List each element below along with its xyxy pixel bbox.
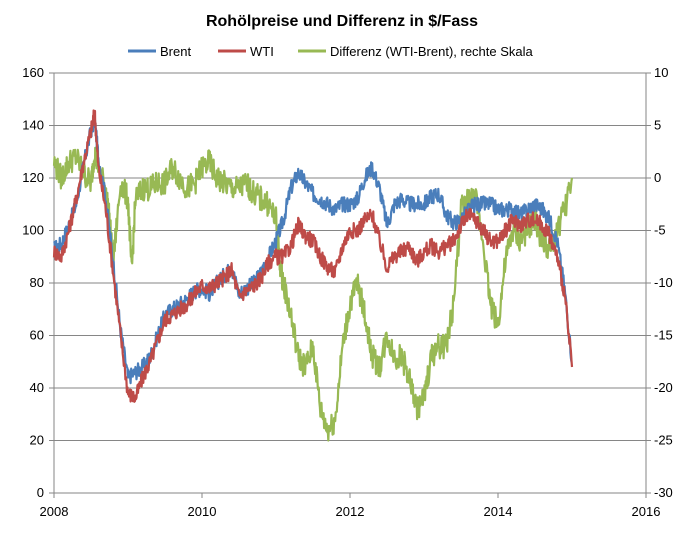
y2-tick-label: -30 xyxy=(654,485,673,500)
y-tick-label: 120 xyxy=(22,170,44,185)
y2-tick-label: -25 xyxy=(654,433,673,448)
y-tick-label: 80 xyxy=(30,275,44,290)
y2-tick-label: 10 xyxy=(654,65,668,80)
y-tick-label: 140 xyxy=(22,118,44,133)
y-tick-label: 40 xyxy=(30,380,44,395)
legend: Brent WTI Differenz (WTI-Brent), rechte Sk… xyxy=(128,44,534,59)
x-tick-label: 2008 xyxy=(40,504,69,519)
legend-label: WTI xyxy=(250,44,274,59)
y-tick-label: 60 xyxy=(30,328,44,343)
y-tick-label: 160 xyxy=(22,65,44,80)
y-tick-label: 20 xyxy=(30,433,44,448)
y2-tick-label: -15 xyxy=(654,328,673,343)
y2-tick-label: -10 xyxy=(654,275,673,290)
series-line-wti xyxy=(52,109,574,403)
y2-tick-label: 0 xyxy=(654,170,661,185)
y2-tick-label: 5 xyxy=(654,118,661,133)
x-tick-label: 2014 xyxy=(484,504,513,519)
chart-title: Rohölpreise und Differenz in $/Fass xyxy=(206,13,478,30)
series-lines xyxy=(52,109,574,442)
legend-label: Differenz (WTI-Brent), rechte Skala xyxy=(330,44,534,59)
legend-label: Brent xyxy=(160,44,191,59)
y-tick-label: 100 xyxy=(22,223,44,238)
gridlines xyxy=(54,72,646,441)
x-tick-label: 2012 xyxy=(336,504,365,519)
tick-labels: 0 20 40 60 80 100 120 140 160 -30 -25 -20 -15 -10 -5 0 5… xyxy=(22,65,673,519)
y2-tick-label: -5 xyxy=(654,223,666,238)
y-tick-label: 0 xyxy=(37,485,44,500)
axes xyxy=(49,72,651,498)
y2-tick-label: -20 xyxy=(654,380,673,395)
x-tick-label: 2010 xyxy=(188,504,217,519)
series-line-brent xyxy=(53,113,573,385)
x-tick-label: 2016 xyxy=(632,504,661,519)
